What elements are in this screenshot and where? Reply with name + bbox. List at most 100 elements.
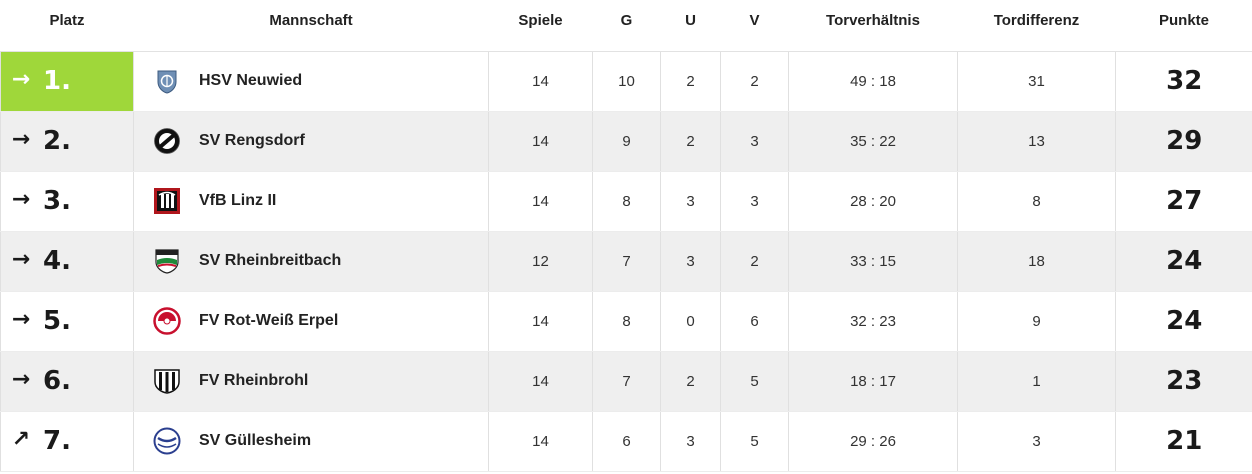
cell-g: 10 (592, 51, 661, 112)
arrow-right-icon: → (11, 186, 31, 212)
team-name[interactable]: FV Rot-Weiß Erpel (199, 312, 339, 329)
arrow-up-right-icon: ↗ (11, 426, 31, 452)
team-cell[interactable]: SV Rheinbreitbach (133, 231, 489, 292)
cell-tordifferenz: 13 (957, 111, 1116, 172)
cell-u: 3 (660, 231, 721, 292)
cell-tordifferenz: 9 (957, 291, 1116, 352)
rank-cell: → 5. (0, 291, 134, 352)
arrow-right-icon: → (11, 126, 31, 152)
arrow-right-icon: → (11, 246, 31, 272)
arrow-right-icon: → (11, 366, 31, 392)
rank-cell: → 3. (0, 171, 134, 232)
cell-v: 2 (720, 51, 789, 112)
cell-torverhaeltnis: 49 : 18 (788, 51, 958, 112)
cell-v: 6 (720, 291, 789, 352)
team-cell[interactable]: FV Rheinbrohl (133, 351, 489, 412)
header-u[interactable]: U (660, 0, 721, 52)
table-row[interactable]: → 2. SV Rengsdorf 14 9 2 3 35 : 22 13 29 (0, 111, 1252, 172)
table-row[interactable]: ↗ 7. SV Güllesheim 14 6 3 5 29 : 26 3 21 (0, 411, 1252, 472)
team-cell[interactable]: HSV Neuwied (133, 51, 489, 112)
rank-number: 7. (43, 426, 71, 456)
cell-spiele: 14 (488, 111, 593, 172)
cell-v: 2 (720, 231, 789, 292)
team-name[interactable]: SV Rengsdorf (199, 132, 305, 149)
cell-spiele: 14 (488, 51, 593, 112)
cell-tordifferenz: 31 (957, 51, 1116, 112)
team-name[interactable]: FV Rheinbrohl (199, 372, 309, 389)
cell-u: 3 (660, 411, 721, 472)
cell-punkte: 23 (1115, 351, 1252, 412)
cell-torverhaeltnis: 32 : 23 (788, 291, 958, 352)
rank-cell: → 4. (0, 231, 134, 292)
team-name[interactable]: SV Rheinbreitbach (199, 252, 342, 269)
team-cell[interactable]: SV Güllesheim (133, 411, 489, 472)
rank-cell: → 2. (0, 111, 134, 172)
cell-g: 9 (592, 111, 661, 172)
cell-g: 7 (592, 231, 661, 292)
sv-rengsdorf-crest-icon (153, 127, 181, 155)
cell-u: 2 (660, 351, 721, 412)
cell-v: 5 (720, 351, 789, 412)
table-row[interactable]: → 3. VfB Linz II 14 8 3 3 28 : 20 8 27 (0, 171, 1252, 232)
header-punkte[interactable]: Punkte (1115, 0, 1252, 52)
cell-torverhaeltnis: 35 : 22 (788, 111, 958, 172)
rank-cell: → 1. (0, 51, 134, 112)
cell-u: 0 (660, 291, 721, 352)
cell-torverhaeltnis: 33 : 15 (788, 231, 958, 292)
header-platz[interactable]: Platz (0, 0, 134, 52)
rank-number: 6. (43, 366, 71, 396)
cell-torverhaeltnis: 28 : 20 (788, 171, 958, 232)
cell-punkte: 24 (1115, 291, 1252, 352)
fv-rheinbrohl-crest-icon (153, 367, 181, 395)
table-row[interactable]: → 6. FV Rheinbrohl 14 7 2 5 18 : 17 1 23 (0, 351, 1252, 412)
sv-guellesheim-crest-icon (153, 427, 181, 455)
table-row[interactable]: → 5. FV Rot-Weiß Erpel 14 8 0 6 32 : 23 9… (0, 291, 1252, 352)
cell-punkte: 24 (1115, 231, 1252, 292)
cell-spiele: 14 (488, 411, 593, 472)
rank-number: 3. (43, 186, 71, 216)
header-tordifferenz[interactable]: Tordifferenz (957, 0, 1116, 52)
team-name[interactable]: VfB Linz II (199, 192, 277, 209)
vfb-linz-crest-icon (153, 187, 181, 215)
header-torverhaeltnis[interactable]: Torverhältnis (788, 0, 958, 52)
rank-cell: ↗ 7. (0, 411, 134, 472)
cell-u: 2 (660, 51, 721, 112)
cell-torverhaeltnis: 29 : 26 (788, 411, 958, 472)
header-v[interactable]: V (720, 0, 789, 52)
cell-torverhaeltnis: 18 : 17 (788, 351, 958, 412)
cell-punkte: 21 (1115, 411, 1252, 472)
header-spiele[interactable]: Spiele (488, 0, 593, 52)
cell-u: 3 (660, 171, 721, 232)
cell-spiele: 14 (488, 351, 593, 412)
cell-tordifferenz: 3 (957, 411, 1116, 472)
cell-v: 5 (720, 411, 789, 472)
rank-number: 1. (43, 66, 71, 96)
team-name[interactable]: SV Güllesheim (199, 432, 312, 449)
rank-number: 4. (43, 246, 71, 276)
arrow-right-icon: → (11, 66, 31, 92)
arrow-right-icon: → (11, 306, 31, 332)
table-header-row: Platz Mannschaft Spiele G U V Torverhält… (0, 0, 1252, 52)
team-cell[interactable]: FV Rot-Weiß Erpel (133, 291, 489, 352)
cell-punkte: 29 (1115, 111, 1252, 172)
team-cell[interactable]: VfB Linz II (133, 171, 489, 232)
rank-number: 5. (43, 306, 71, 336)
rank-number: 2. (43, 126, 71, 156)
cell-v: 3 (720, 111, 789, 172)
table-row[interactable]: → 1. HSV Neuwied 14 10 2 2 49 : 18 31 32 (0, 51, 1252, 112)
cell-g: 8 (592, 171, 661, 232)
cell-g: 7 (592, 351, 661, 412)
cell-u: 2 (660, 111, 721, 172)
table-row[interactable]: → 4. SV Rheinbreitbach 12 7 3 2 33 : 15 1… (0, 231, 1252, 292)
team-cell[interactable]: SV Rengsdorf (133, 111, 489, 172)
cell-tordifferenz: 1 (957, 351, 1116, 412)
sv-rheinbreitbach-crest-icon (153, 247, 181, 275)
team-name[interactable]: HSV Neuwied (199, 72, 303, 89)
header-g[interactable]: G (592, 0, 661, 52)
cell-spiele: 14 (488, 291, 593, 352)
hsv-neuwied-crest-icon (153, 67, 181, 95)
header-mannschaft[interactable]: Mannschaft (133, 0, 489, 52)
cell-tordifferenz: 18 (957, 231, 1116, 292)
rank-cell: → 6. (0, 351, 134, 412)
cell-g: 8 (592, 291, 661, 352)
